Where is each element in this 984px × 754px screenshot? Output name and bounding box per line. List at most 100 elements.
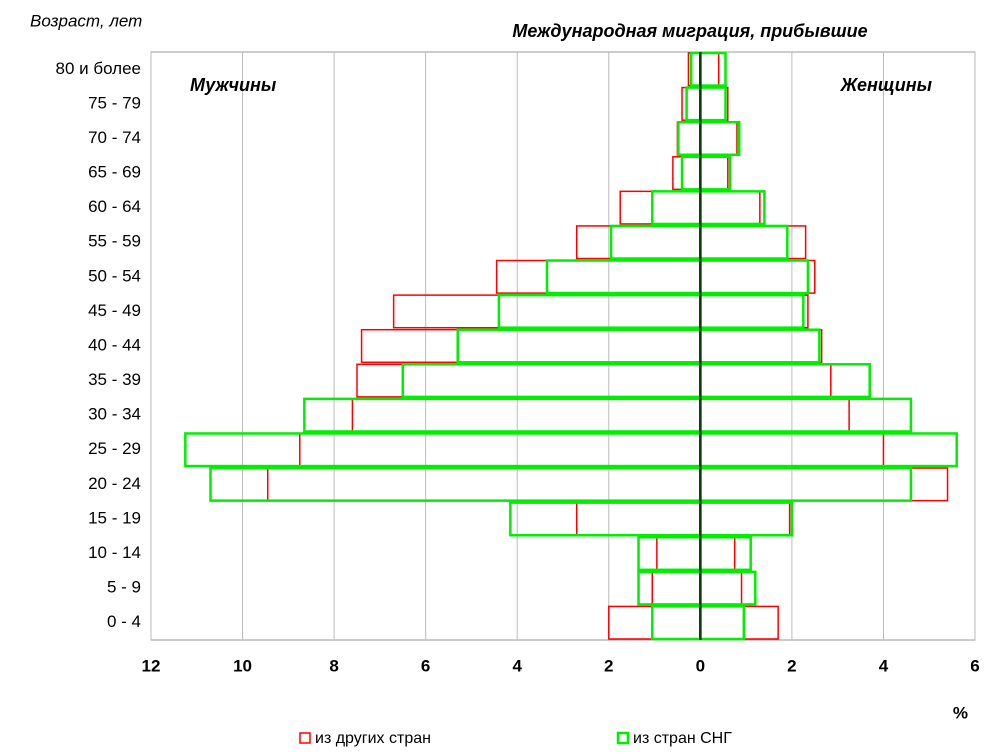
y-tick-label: 5 - 9 [107,578,141,597]
group-label: Мужчины [190,75,277,95]
bar [689,51,702,87]
legend-label: из стран СНГ [633,730,732,747]
x-axis-title: % [953,703,968,722]
bar [360,328,702,364]
bar [545,259,702,295]
bar [699,571,743,606]
bar [637,570,702,606]
bar [699,52,720,87]
bar [656,536,702,571]
bar [209,466,702,502]
bar [699,259,816,294]
bar [672,156,702,191]
bar [509,501,702,537]
x-tick-label: 10 [233,656,252,675]
x-tick-label: 2 [787,656,796,675]
bar [699,605,746,641]
legend-label: из других стран [315,730,431,747]
y-tick-label: 50 - 54 [88,266,141,285]
bar [680,155,702,191]
bar [699,328,823,364]
y-tick-label: 75 - 79 [88,93,141,112]
bar [699,466,913,502]
bar [497,293,702,329]
bar [699,363,832,398]
bar [699,224,789,260]
bar [699,398,850,433]
x-tick-label: 6 [421,656,430,675]
group-label: Женщины [840,75,933,95]
bar [401,363,702,399]
bar [699,536,736,571]
bar [637,535,702,572]
bar [699,86,727,122]
bar [699,156,729,191]
y-tick-label: 60 - 64 [88,197,141,216]
bar [651,605,702,641]
y-tick-label: 25 - 29 [88,439,141,458]
y-tick-label: 70 - 74 [88,128,141,147]
legend-swatch [616,731,630,745]
bar [699,155,732,191]
x-tick-label: 6 [970,656,979,675]
y-tick-label: 15 - 19 [88,508,141,527]
bar [681,86,702,121]
bar [392,294,702,329]
x-tick-label: 4 [879,656,889,675]
y-tick-label: 20 - 24 [88,474,141,493]
bar [495,259,702,294]
chart-title: Международная миграция, прибывшие [512,21,867,41]
y-tick-label: 45 - 49 [88,301,141,320]
bar [303,397,702,433]
bar [356,363,702,398]
bar [699,328,821,364]
bar [184,432,702,468]
x-tick-label: 0 [696,656,705,675]
bar [699,432,958,468]
bar [299,432,702,467]
bar [699,121,738,156]
y-tick-label: 35 - 39 [88,370,141,389]
x-tick-label: 2 [604,656,613,675]
y-tick-label: 40 - 44 [88,335,141,354]
bar [266,467,702,502]
bar [351,398,702,433]
bar [651,571,702,606]
bar [609,224,702,260]
y-axis-title: Возраст, лет [30,11,142,30]
plot-area [150,51,976,641]
y-tick-label: 0 - 4 [107,612,141,631]
bar [699,190,766,226]
y-tick-label: 65 - 69 [88,163,141,182]
bar [699,397,913,433]
bar [685,86,702,122]
bar [699,501,794,537]
bar [619,190,702,225]
bar [699,293,805,329]
y-tick-label: 55 - 59 [88,232,141,251]
bar [699,570,757,606]
bar [575,225,702,260]
bar [699,225,807,260]
bar [699,51,727,87]
y-tick-label: 80 и более [56,59,142,78]
legend-swatch [299,732,311,744]
bar [699,86,729,121]
bar [699,363,871,399]
bar [699,190,761,225]
x-tick-label: 8 [329,656,338,675]
bar [699,605,779,640]
x-tick-label: 4 [512,656,522,675]
y-tick-label: 30 - 34 [88,405,141,424]
bar [699,120,741,157]
bar [575,501,702,536]
bar [699,535,752,572]
y-tick-label: 10 - 14 [88,543,141,562]
bar [608,605,702,640]
bar [676,121,702,156]
bar [456,328,702,364]
bar [677,120,702,157]
bar [651,190,702,226]
